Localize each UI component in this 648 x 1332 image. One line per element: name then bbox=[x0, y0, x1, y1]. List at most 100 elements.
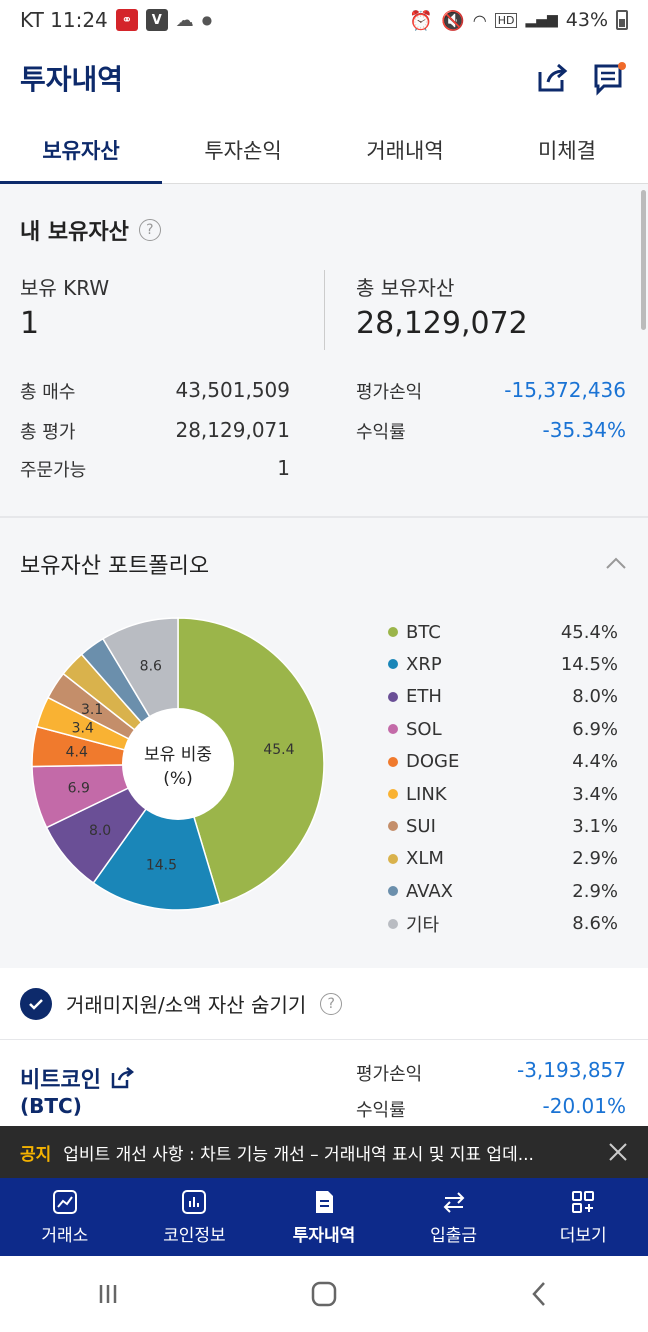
share-icon[interactable] bbox=[534, 60, 570, 96]
legend-label: LINK bbox=[406, 783, 447, 805]
center-unit: (%) bbox=[163, 769, 192, 789]
pie-slice-btc[interactable] bbox=[177, 617, 325, 905]
slice-label: 14.5 bbox=[146, 858, 177, 874]
notice-banner[interactable]: 공지 업비트 개선 사항 : 차트 기능 개선 – 거래내역 표시 및 지표 업… bbox=[0, 1126, 648, 1178]
nav-exchange[interactable]: 거래소 bbox=[0, 1178, 130, 1256]
tab-holdings[interactable]: 보유자산 bbox=[0, 116, 162, 184]
coin-name: 비트코인 bbox=[20, 1062, 135, 1094]
coin-name-text: 비트코인 bbox=[20, 1068, 101, 1093]
recent-apps-icon[interactable] bbox=[93, 1279, 123, 1309]
orderable-label: 주문가능 bbox=[20, 460, 87, 481]
external-link-icon[interactable] bbox=[109, 1065, 135, 1091]
help-icon[interactable]: ? bbox=[138, 219, 161, 241]
coin-symbol: (BTC) bbox=[20, 1094, 82, 1118]
legend-label: BTC bbox=[406, 621, 441, 643]
krw-value: 1 bbox=[20, 306, 40, 341]
tab-pnl[interactable]: 투자손익 bbox=[204, 138, 282, 163]
legend-label: DOGE bbox=[406, 751, 460, 773]
nav-deposit-label: 입출금 bbox=[430, 1225, 478, 1246]
my-assets-title-text: 내 보유자산 bbox=[20, 220, 129, 245]
legend-value: 3.1% bbox=[572, 815, 618, 837]
krw-label: 보유 KRW bbox=[20, 276, 110, 300]
total-assets-label: 총 보유자산 bbox=[356, 276, 455, 300]
content-area[interactable]: 내 보유자산 ? 보유 KRW 1 총 보유자산 28,129,072 총 매수… bbox=[0, 184, 648, 1126]
back-icon[interactable] bbox=[525, 1279, 555, 1309]
legend-value: 3.4% bbox=[572, 783, 618, 805]
notice-tag: 공지 bbox=[20, 1144, 52, 1165]
legend-item: SUI 3.1% bbox=[388, 812, 618, 840]
nav-more[interactable]: 더보기 bbox=[518, 1178, 648, 1256]
nav-investments[interactable]: 투자내역 bbox=[259, 1178, 389, 1256]
portfolio-section: 보유자산 포트폴리오 보유 비중 (%) 45.4 14.5 8.0 6.9 4.4 3.… bbox=[0, 516, 648, 968]
close-icon[interactable] bbox=[608, 1142, 628, 1162]
nav-more-label: 더보기 bbox=[559, 1225, 607, 1246]
status-bar: KT 11:24 ⚭ V ☁ ● ⏰ 🔇 ◠ HD ▂▄▆ 43% bbox=[0, 0, 648, 40]
pnl-value: -15,372,436 bbox=[504, 378, 626, 402]
help-icon[interactable]: ? bbox=[320, 992, 343, 1015]
chart-trend-icon bbox=[52, 1189, 77, 1214]
legend-item: BTC 45.4% bbox=[388, 618, 618, 646]
total-eval-label: 총 평가 bbox=[20, 422, 76, 443]
coin-pnl-label: 평가손익 bbox=[356, 1064, 423, 1085]
link-app-icon: ⚭ bbox=[115, 9, 138, 31]
coin-roi-value: -20.01% bbox=[542, 1094, 626, 1118]
divider bbox=[324, 270, 325, 350]
my-assets-title: 내 보유자산 ? bbox=[20, 214, 161, 246]
legend-value: 2.9% bbox=[572, 880, 618, 902]
scrollbar[interactable] bbox=[641, 190, 646, 330]
legend-label: ETH bbox=[406, 686, 442, 708]
app-header: 투자내역 bbox=[0, 40, 648, 116]
slice-label: 3.1 bbox=[81, 702, 103, 718]
carrier-time: KT 11:24 bbox=[20, 8, 108, 32]
coin-row-btc[interactable]: 비트코인 (BTC) 평가손익 -3,193,857 수익률 -20.01% bbox=[0, 1040, 648, 1126]
slice-label: 8.0 bbox=[89, 823, 111, 839]
legend-value: 45.4% bbox=[560, 621, 618, 643]
checkbox-checked-icon[interactable] bbox=[20, 987, 52, 1020]
signal-icon: ▂▄▆ bbox=[525, 12, 558, 28]
chevron-up-icon[interactable] bbox=[606, 554, 626, 574]
tab-unfilled[interactable]: 미체결 bbox=[538, 138, 596, 163]
total-buy-value: 43,501,509 bbox=[175, 378, 290, 402]
legend-value: 4.4% bbox=[572, 751, 618, 773]
donut-hole bbox=[122, 708, 234, 820]
legend-label: SUI bbox=[406, 815, 436, 837]
total-buy-label: 총 매수 bbox=[20, 382, 76, 403]
slice-label: 3.4 bbox=[72, 721, 94, 737]
home-icon[interactable] bbox=[309, 1279, 339, 1309]
legend-label: AVAX bbox=[406, 880, 453, 902]
wifi-icon: ◠ bbox=[472, 10, 487, 30]
hide-small-assets-label: 거래미지원/소액 자산 숨기기 bbox=[66, 993, 307, 1017]
legend-dot-icon bbox=[388, 853, 398, 864]
legend-value: 14.5% bbox=[560, 653, 618, 675]
bottom-nav: 거래소 코인정보 투자내역 입출금 bbox=[0, 1178, 648, 1256]
message-icon[interactable] bbox=[592, 60, 628, 96]
nav-coin-info[interactable]: 코인정보 bbox=[130, 1178, 260, 1256]
dot-icon: ● bbox=[201, 13, 213, 27]
legend-label: 기타 bbox=[406, 914, 440, 936]
mute-icon: 🔇 bbox=[441, 9, 465, 32]
document-icon bbox=[315, 1190, 333, 1213]
my-assets-section: 내 보유자산 ? 보유 KRW 1 총 보유자산 28,129,072 총 매수… bbox=[0, 184, 648, 514]
legend-item: XRP 14.5% bbox=[388, 650, 618, 678]
nav-deposit[interactable]: 입출금 bbox=[389, 1178, 519, 1256]
slice-label: 4.4 bbox=[66, 745, 88, 761]
legend-dot-icon bbox=[388, 659, 398, 670]
roi-value: -35.34% bbox=[542, 418, 626, 442]
legend-label: XLM bbox=[406, 848, 444, 870]
cloud-icon: ☁ bbox=[175, 9, 194, 31]
transfer-icon bbox=[443, 1191, 464, 1213]
legend-value: 8.0% bbox=[572, 686, 618, 708]
hide-small-assets-row[interactable]: 거래미지원/소액 자산 숨기기 ? bbox=[0, 968, 648, 1040]
legend-dot-icon bbox=[388, 691, 398, 702]
hd-icon: HD bbox=[494, 12, 518, 28]
total-assets-value: 28,129,072 bbox=[356, 306, 528, 341]
legend-item: SOL 6.9% bbox=[388, 715, 618, 743]
nav-exchange-label: 거래소 bbox=[41, 1225, 89, 1246]
roi-label: 수익률 bbox=[356, 422, 406, 443]
orderable-value: 1 bbox=[277, 456, 290, 480]
tab-history[interactable]: 거래내역 bbox=[366, 138, 444, 163]
slice-label: 8.6 bbox=[140, 659, 162, 675]
notice-message[interactable]: 업비트 개선 사항 : 차트 기능 개선 – 거래내역 표시 및 지표 업데..… bbox=[63, 1144, 534, 1165]
legend-dot-icon bbox=[388, 886, 398, 897]
legend-value: 8.6% bbox=[572, 913, 618, 935]
